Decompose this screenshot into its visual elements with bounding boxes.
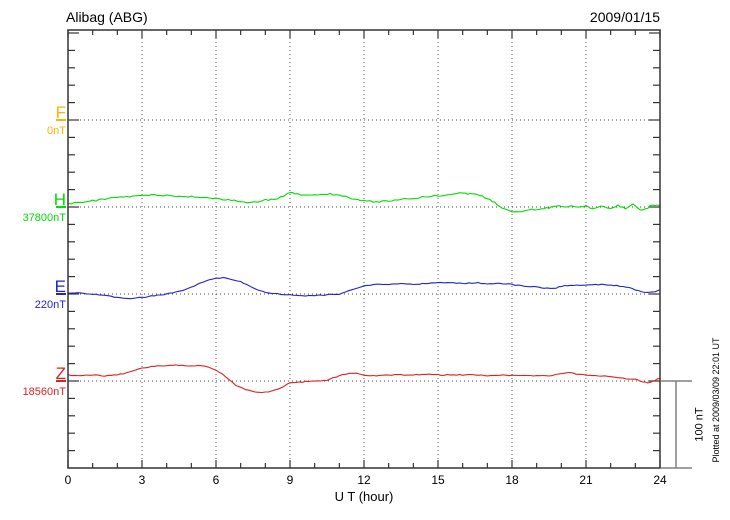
component-label-h: H <box>53 190 66 209</box>
component-label-f: F <box>55 103 66 122</box>
station-title: Alibag (ABG) <box>66 9 148 25</box>
trace-z <box>67 364 661 394</box>
x-tick-label: 9 <box>286 473 294 487</box>
x-tick-label: 15 <box>431 473 445 487</box>
component-basevalue-h: 37800nT <box>22 212 66 224</box>
component-basevalue-z: 18560nT <box>22 386 66 398</box>
x-tick-label: 24 <box>653 473 667 487</box>
plot-frame <box>67 29 661 469</box>
x-tick-label: 12 <box>357 473 371 487</box>
trace-h <box>67 191 661 213</box>
x-tick-label: 21 <box>579 473 593 487</box>
component-basevalue-f: 0nT <box>47 125 66 137</box>
x-tick-label: 18 <box>505 473 519 487</box>
x-tick-label: 0 <box>64 473 72 487</box>
component-label-z: Z <box>55 364 66 383</box>
x-tick-label: 3 <box>138 473 146 487</box>
x-axis-label: U T (hour) <box>334 489 394 504</box>
observation-date: 2009/01/15 <box>589 9 660 25</box>
component-basevalue-e: 220nT <box>34 299 66 311</box>
x-tick-label: 6 <box>212 473 220 487</box>
trace-e <box>67 276 661 300</box>
plotted-at-timestamp: Plotted at 2009/03/09 22:01 UT <box>711 337 721 463</box>
scale-bar-label: 100 nT <box>693 407 706 442</box>
component-label-e: E <box>54 277 66 296</box>
